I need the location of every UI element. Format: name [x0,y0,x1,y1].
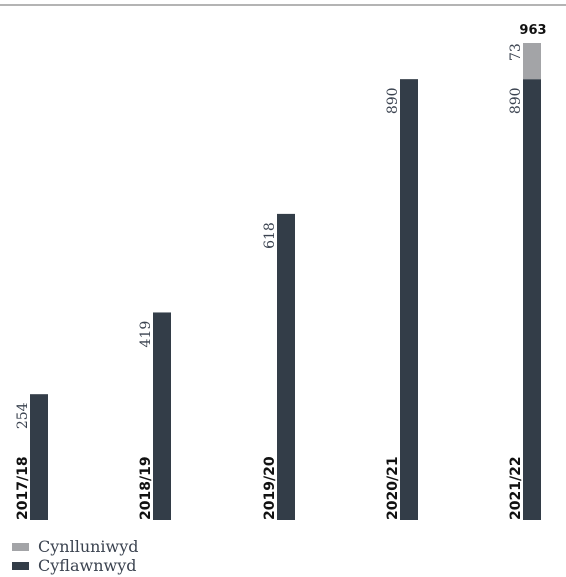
legend-label-planned: Cynlluniwyd [38,537,139,556]
legend-swatch-planned [12,542,29,551]
legend-item-planned: Cynlluniwyd [12,537,139,556]
category-label-2021-22: 2021/22 [508,456,524,520]
total-label-2021-22: 963 [519,23,546,38]
bar-completed-2020-21 [400,79,418,521]
data-label-completed-2020-21: 890 [385,87,401,114]
category-label-2020-21: 2020/21 [385,456,401,520]
data-label-completed-2021-22: 890 [508,87,524,114]
legend-swatch-completed [12,561,29,570]
bar-planned-2021-22 [523,43,541,80]
category-label-2017-18: 2017/18 [15,456,31,520]
data-label-completed-2018-19: 419 [138,321,154,348]
bar-completed-2018-19 [153,312,171,520]
bar-completed-2019-20 [277,213,295,520]
category-label-2018-19: 2018/19 [138,456,154,520]
legend: Cynlluniwyd Cyflawnwyd [12,537,139,575]
bar-completed-2021-22 [523,79,541,521]
data-label-completed-2019-20: 618 [262,222,278,249]
legend-label-completed: Cyflawnwyd [38,556,137,575]
bar-completed-2017-18 [30,394,48,520]
data-label-completed-2017-18: 254 [15,402,31,429]
data-label-planned-2021-22: 73 [508,43,524,61]
category-label-2019-20: 2019/20 [262,456,278,520]
legend-item-completed: Cyflawnwyd [12,556,139,575]
